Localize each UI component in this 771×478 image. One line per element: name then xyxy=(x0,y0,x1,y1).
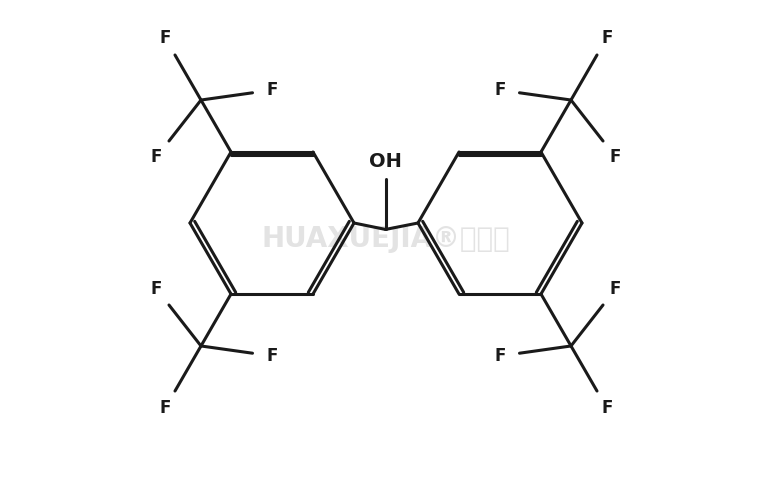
Text: F: F xyxy=(610,148,621,166)
Text: F: F xyxy=(267,81,278,99)
Text: F: F xyxy=(151,148,163,166)
Text: F: F xyxy=(160,29,170,47)
Text: F: F xyxy=(267,347,278,365)
Text: F: F xyxy=(160,399,170,417)
Text: F: F xyxy=(494,347,505,365)
Text: HUAXUEJIA®化学加: HUAXUEJIA®化学加 xyxy=(261,225,510,253)
Text: F: F xyxy=(601,29,613,47)
Text: F: F xyxy=(151,280,163,298)
Text: F: F xyxy=(601,399,613,417)
Text: F: F xyxy=(494,81,505,99)
Text: OH: OH xyxy=(369,152,402,171)
Text: F: F xyxy=(610,280,621,298)
